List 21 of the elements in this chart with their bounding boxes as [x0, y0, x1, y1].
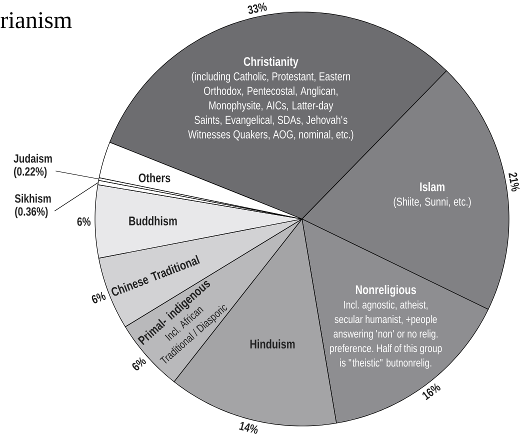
data-label: 33% — [248, 2, 267, 14]
data-label: 21% — [508, 172, 520, 192]
slice-label: Buddhism — [129, 216, 177, 226]
slice-label: Christianity — [244, 56, 298, 68]
data-label: (0.22%) — [14, 166, 47, 178]
data-label: 6% — [77, 217, 91, 226]
text: Incl. agnostic, atheist, secular humanist, +people answering 'non' or no relig. preference. Half of this group is "theistic" butnonrelig. — [330, 300, 442, 369]
slice-label: Hinduism — [250, 339, 295, 348]
data-label: 6% — [92, 292, 106, 304]
data-label: 14% — [239, 422, 258, 434]
slice-label: Nonreligious — [356, 284, 416, 297]
text: (Shiite, Sunni, etc.) — [394, 197, 471, 208]
slice-label: Sikhism — [14, 194, 51, 203]
chart-title: rianism — [0, 12, 72, 28]
data-label: 16% — [422, 383, 440, 400]
slice-label: Islam — [420, 182, 444, 192]
data-label: 6% — [132, 357, 146, 370]
data-label: (0.36%) — [15, 206, 48, 218]
slice-label: Others — [138, 173, 170, 182]
slice-label: Judaism — [14, 154, 52, 163]
text: (including Catholic, Protestant, Eastern Orthodox, Pentecostal, Anglican, Monophysite, AICs, Latter-day Saints, Evangelical, SDAs, Jehovah's Witnesses Quakers, AOG, nominal, etc.) — [188, 72, 354, 141]
